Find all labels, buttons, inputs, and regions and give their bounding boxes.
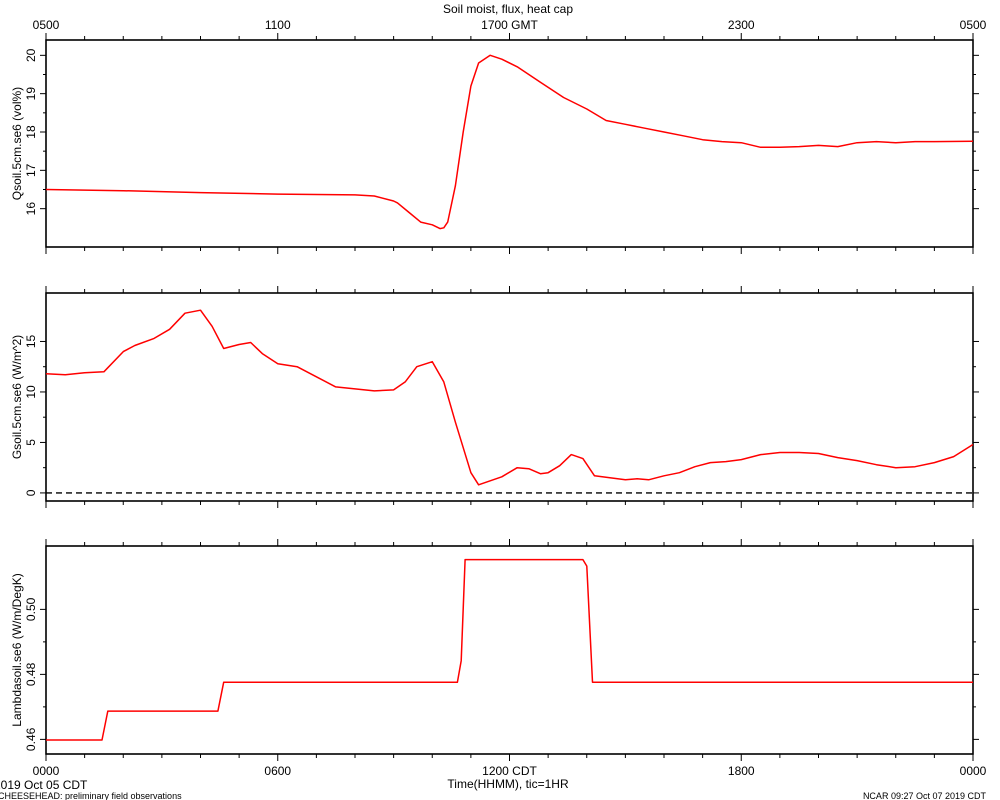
y-tick-label: 5 bbox=[24, 439, 38, 446]
chart-panels: 16 17 18 19 20 Qsoil.5cm.se6 (vol%) 0 5 10 15Gsoi… bbox=[10, 18, 987, 778]
y-tick-label: 19 bbox=[24, 87, 38, 101]
chart-title: Soil moist, flux, heat cap bbox=[443, 2, 573, 16]
y-axis-label: Gsoil.5cm.se6 (W/m^2) bbox=[10, 335, 24, 459]
top-tick-label: 1100 bbox=[265, 18, 291, 32]
panel-frame bbox=[45, 545, 974, 755]
panel-frame bbox=[45, 292, 974, 502]
top-tick-label: 2300 bbox=[728, 18, 755, 32]
y-tick-label: 15 bbox=[24, 334, 38, 348]
bottom-tick-label: 1800 bbox=[728, 764, 755, 778]
bottom-tick-label: 0000 bbox=[33, 764, 60, 778]
y-tick-label: 20 bbox=[24, 48, 38, 62]
panel-frame bbox=[45, 39, 974, 248]
y-axis-label: Lambdasoil.se6 (W/m/DegK) bbox=[10, 573, 24, 726]
top-tick-label: 1700 GMT bbox=[481, 18, 538, 32]
y-axis-label: Qsoil.5cm.se6 (vol%) bbox=[10, 87, 24, 200]
date-label: 2019 Oct 05 CDT bbox=[0, 778, 88, 792]
y-tick-label: 16 bbox=[24, 202, 38, 216]
series-line bbox=[45, 54, 974, 230]
y-tick-label: 18 bbox=[24, 125, 38, 139]
timestamp-label: NCAR 09:27 Oct 07 2019 CDT bbox=[863, 791, 987, 800]
y-tick-label: 0.46 bbox=[24, 727, 38, 751]
top-tick-label: 0500 bbox=[960, 18, 987, 32]
top-tick-label: 0500 bbox=[33, 18, 60, 32]
bottom-tick-label: 1200 CDT bbox=[482, 764, 537, 778]
bottom-tick-label: 0000 bbox=[960, 764, 987, 778]
bottom-tick-label: 0600 bbox=[264, 764, 291, 778]
y-tick-label: 0.50 bbox=[24, 597, 38, 621]
y-tick-label: 10 bbox=[24, 385, 38, 399]
y-tick-label: 17 bbox=[24, 163, 38, 177]
y-tick-label: 0.48 bbox=[24, 662, 38, 686]
series-line bbox=[45, 309, 974, 486]
y-tick-label: 0 bbox=[24, 489, 38, 496]
project-label: CHEESEHEAD: preliminary field observatio… bbox=[0, 791, 182, 800]
x-axis-label: Time(HHMM), tic=1HR bbox=[447, 777, 569, 791]
panel-1: 16 17 18 19 20 Qsoil.5cm.se6 (vol%) bbox=[10, 33, 979, 254]
series-line bbox=[46, 558, 973, 741]
